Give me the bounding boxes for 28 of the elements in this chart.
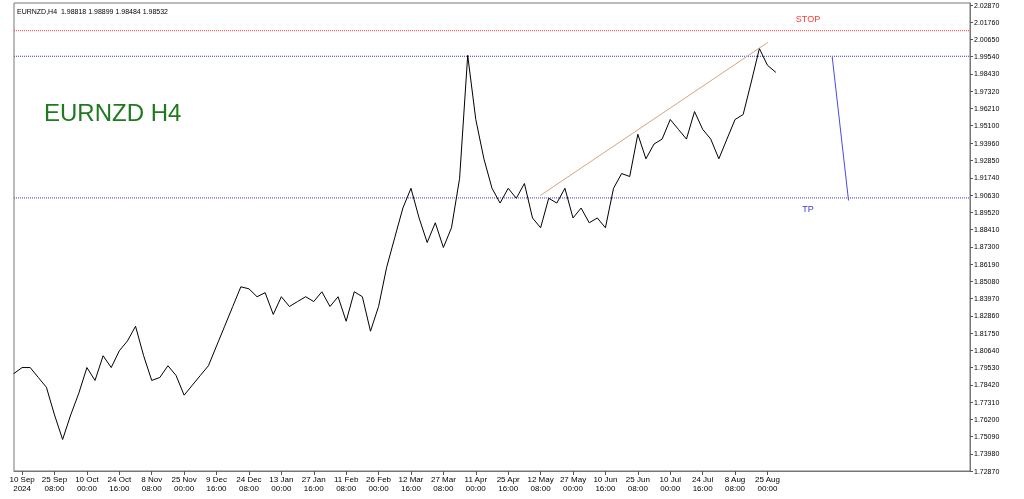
x-tick-label: 10 Oct 00:00 <box>75 475 100 493</box>
x-tick-label: 25 Jun 08:00 <box>625 475 650 493</box>
x-tick-label: 10 Jun 16:00 <box>593 475 618 493</box>
x-tick-label: 12 Mar 16:00 <box>398 475 424 493</box>
x-tick-label: 10 Sep 2024 <box>9 475 36 493</box>
x-tick-label: 8 Nov 08:00 <box>141 475 163 493</box>
x-tick-label: 26 Feb 00:00 <box>366 475 392 493</box>
ref-line-label: STOP <box>795 14 821 25</box>
x-tick-label: 25 Nov 00:00 <box>171 475 197 493</box>
x-tick-label: 9 Dec 16:00 <box>206 475 228 493</box>
x-tick-label: 24 Dec 08:00 <box>236 475 262 493</box>
x-tick-label: 24 Oct 16:00 <box>107 475 132 493</box>
ref-line-label: TP <box>802 204 814 215</box>
line-series <box>13 48 777 440</box>
x-tick-label: 25 Apr 16:00 <box>496 475 521 493</box>
x-tick-label: 11 Apr 00:00 <box>464 475 488 493</box>
annotation: EURNZD H4 <box>44 98 182 126</box>
x-tick-label: 10 Jul 00:00 <box>659 475 682 493</box>
x-tick-label: 12 May 08:00 <box>527 475 554 493</box>
x-tick-label: 24 Jul 16:00 <box>691 475 714 493</box>
x-tick-label: 27 May 00:00 <box>559 475 587 493</box>
x-tick-label: 25 Aug 00:00 <box>755 475 780 493</box>
x-tick-label: 27 Mar 08:00 <box>430 475 457 493</box>
x-tick-label: 8 Aug 08:00 <box>724 475 746 493</box>
x-tick-label: 13 Jan 00:00 <box>269 475 294 493</box>
x-tick-label: 11 Feb 08:00 <box>334 475 359 493</box>
x-tick-label: 25 Sep 08:00 <box>41 475 68 493</box>
x-tick-label: 27 Jan 16:00 <box>301 475 326 493</box>
